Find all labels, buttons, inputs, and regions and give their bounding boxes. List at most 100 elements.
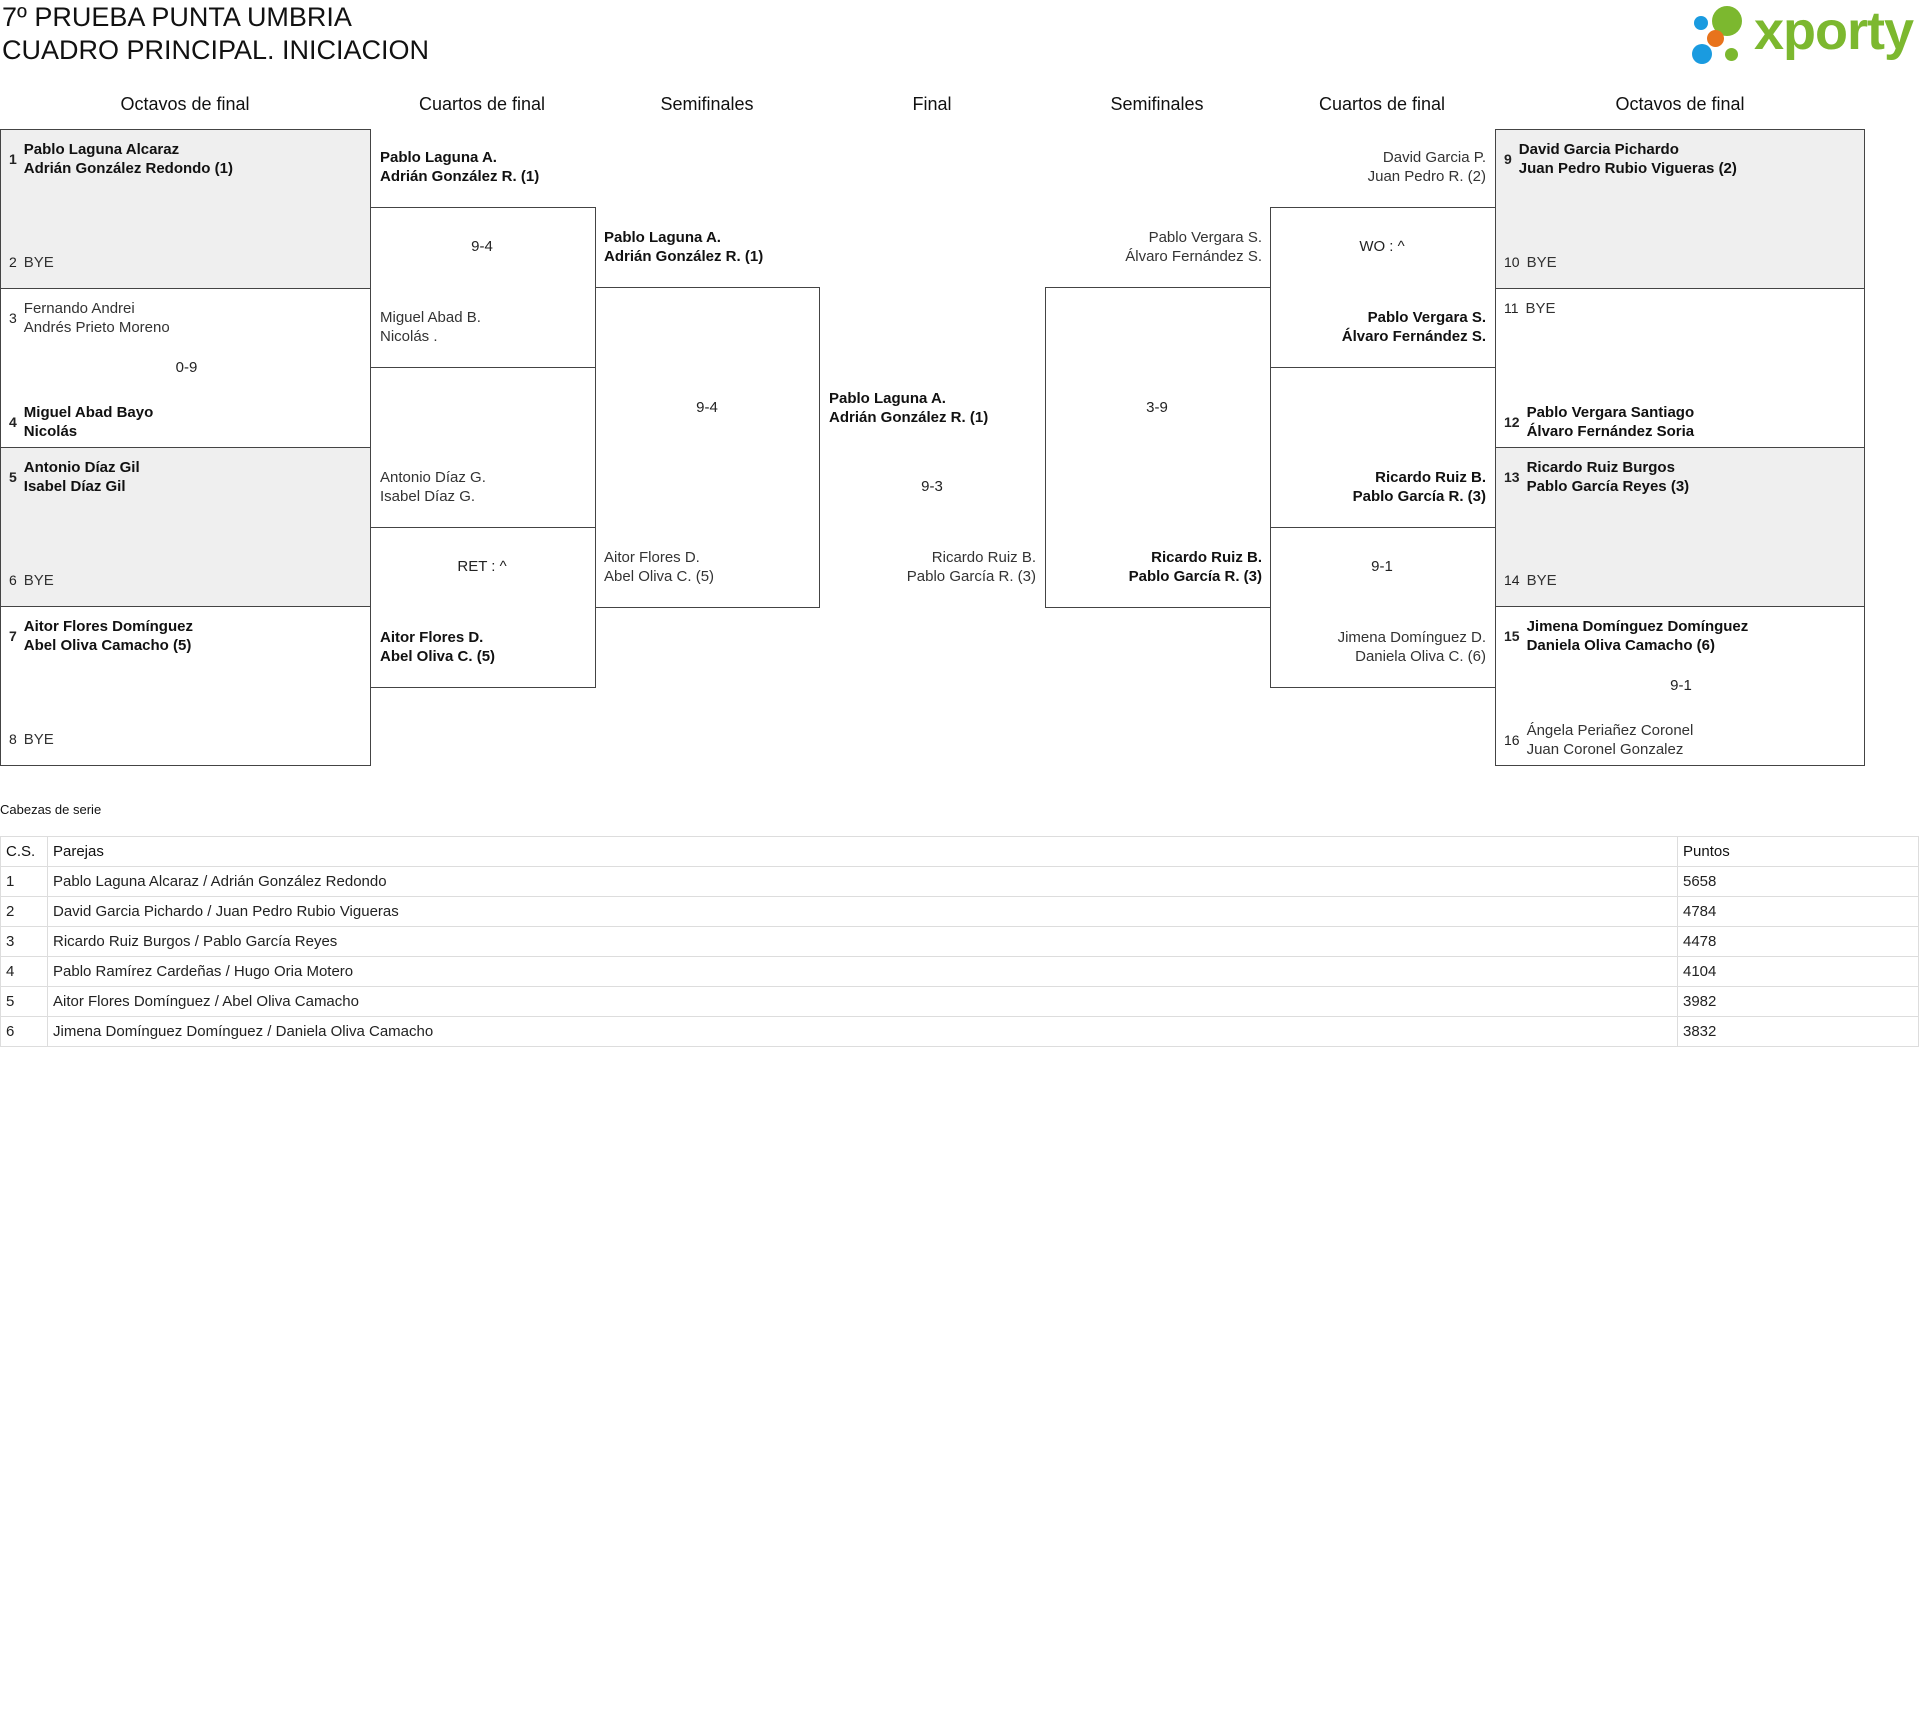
player-name: Fernando Andrei [23, 300, 135, 317]
team-entry[interactable]: 8 BYE [9, 730, 54, 749]
player-name: Jimena Domínguez D. [1337, 629, 1486, 646]
team-entry[interactable]: Jimena Domínguez D. Daniela Oliva C. (6) [1338, 628, 1486, 666]
seed-number: 4 [9, 413, 17, 430]
match-box[interactable]: 1 Pablo Laguna Alcaraz Adrián González Red… [0, 129, 371, 289]
team-entry[interactable]: 15 Jimena Domínguez Domínguez Daniela Oliv… [1504, 617, 1748, 655]
team-entry[interactable]: Ricardo Ruiz B. Pablo García R. (3) [1129, 548, 1262, 586]
round-header: Semifinales [660, 94, 754, 114]
seed-number: 8 [9, 731, 17, 747]
seed-number: 14 [1504, 572, 1520, 588]
team-entry[interactable]: 5 Antonio Díaz Gil Isabel Díaz Gil [9, 458, 140, 496]
team-entry[interactable]: 9 David Garcia Pichardo Juan Pedro Rubio V… [1504, 140, 1737, 178]
player-name: Nicolás [23, 423, 78, 440]
logo-dot-icon [1707, 30, 1724, 47]
team-names: Ángela Periañez Coronel Juan Coronel Gonz… [1527, 721, 1694, 759]
team-names: Jimena Domínguez Domínguez Daniela Oliva … [1527, 617, 1749, 655]
player-name: Pablo Laguna Alcaraz [23, 141, 180, 158]
logo-dot-icon [1725, 48, 1738, 61]
match-box[interactable]: 5 Antonio Díaz Gil Isabel Díaz Gil 6 BYE [0, 447, 371, 607]
team-entry[interactable]: 7 Aitor Flores Domínguez Abel Oliva Camach… [9, 617, 193, 655]
team-entry[interactable]: Ricardo Ruiz B. Pablo García R. (3) [907, 548, 1036, 586]
seed-number: 9 [1504, 150, 1512, 167]
match-score: 9-1 [1371, 558, 1393, 575]
team-entry[interactable]: Ricardo Ruiz B. Pablo García R. (3) [1353, 468, 1486, 506]
team-entry[interactable]: Pablo Vergara S. Álvaro Fernández S. [1342, 308, 1486, 346]
team-entry[interactable]: 2 BYE [9, 253, 54, 272]
player-name: BYE [23, 572, 54, 589]
seed-cell: 2 [0, 896, 48, 927]
seed-number: 12 [1504, 413, 1520, 430]
team-entry[interactable]: 14 BYE [1504, 571, 1557, 590]
team-entry[interactable]: 6 BYE [9, 571, 54, 590]
team-entry[interactable]: Aitor Flores D. Abel Oliva C. (5) [380, 628, 495, 666]
team-entry[interactable]: 4 Miguel Abad Bayo Nicolás [9, 403, 153, 441]
match-box[interactable]: 3 Fernando Andrei Andrés Prieto Moreno 4 Mig… [0, 288, 371, 448]
match-box[interactable]: 9 David Garcia Pichardo Juan Pedro Rubio V… [1495, 129, 1865, 289]
team-names: Pablo Vergara Santiago Álvaro Fernández S… [1527, 403, 1695, 441]
team-entry[interactable]: 11 BYE [1504, 299, 1556, 318]
team-entry[interactable]: 13 Ricardo Ruiz Burgos Pablo García Reyes … [1504, 458, 1689, 496]
player-name: Pablo Laguna A. [829, 390, 946, 407]
match-score: 9-1 [1670, 677, 1692, 694]
match-box[interactable]: 15 Jimena Domínguez Domínguez Daniela Oliv… [1495, 606, 1865, 766]
team-names: BYE [1527, 253, 1557, 272]
seed-number: 6 [9, 572, 17, 588]
player-name: Adrián González R. (1) [380, 168, 540, 185]
team-entry[interactable]: Pablo Laguna A. Adrián González R. (1) [604, 228, 763, 266]
seed-cell: 1 [0, 866, 48, 897]
player-name: Pablo García R. (3) [1128, 568, 1262, 585]
player-name: Pablo Vergara Santiago [1526, 404, 1695, 421]
pair-cell: David Garcia Pichardo / Juan Pedro Rubio… [47, 896, 1678, 927]
seed-number: 11 [1504, 300, 1519, 316]
table-row: 6 Jimena Domínguez Domínguez / Daniela Ol… [0, 1016, 1919, 1047]
logo-text: xporty [1754, 1, 1914, 61]
seeds-table: C.S. Parejas Puntos 1 Pablo Laguna Alcara… [0, 836, 1919, 1047]
player-name: Pablo Vergara S. [1367, 309, 1486, 326]
player-name: Adrián González Redondo (1) [23, 160, 233, 177]
team-names: BYE [1527, 571, 1557, 590]
seed-number: 13 [1504, 468, 1520, 485]
team-entry[interactable]: Miguel Abad B. Nicolás . [380, 308, 481, 346]
team-entry[interactable]: 16 Ángela Periañez Coronel Juan Coronel Go… [1504, 721, 1693, 759]
player-name: BYE [23, 731, 54, 748]
team-names: Ricardo Ruiz Burgos Pablo García Reyes (3… [1527, 458, 1690, 496]
team-entry[interactable]: Pablo Laguna A. Adrián González R. (1) [380, 148, 539, 186]
team-entry[interactable]: 10 BYE [1504, 253, 1557, 272]
team-entry[interactable]: 3 Fernando Andrei Andrés Prieto Moreno [9, 299, 170, 337]
player-name: BYE [1526, 572, 1557, 589]
team-entry[interactable]: 12 Pablo Vergara Santiago Álvaro Fernández… [1504, 403, 1694, 441]
player-name: Daniela Oliva C. (6) [1355, 648, 1486, 665]
match-box[interactable]: 13 Ricardo Ruiz Burgos Pablo García Reyes … [1495, 447, 1865, 607]
team-entry[interactable]: Aitor Flores D. Abel Oliva C. (5) [604, 548, 714, 586]
team-entry[interactable]: Pablo Laguna A. Adrián González R. (1) [829, 389, 988, 427]
player-name: Álvaro Fernández S. [1341, 328, 1486, 345]
seed-cell: 3 [0, 926, 48, 957]
seed-cell: 5 [0, 986, 48, 1017]
seed-number: 1 [9, 150, 17, 167]
column-header-pairs: Parejas [47, 836, 1678, 867]
points-cell: 3982 [1677, 986, 1919, 1017]
match-score: 3-9 [1146, 399, 1168, 416]
table-row: 2 David Garcia Pichardo / Juan Pedro Rubi… [0, 896, 1919, 927]
column-header-seed: C.S. [0, 836, 48, 867]
team-entry[interactable]: 1 Pablo Laguna Alcaraz Adrián González Red… [9, 140, 233, 178]
table-row: 3 Ricardo Ruiz Burgos / Pablo García Reye… [0, 926, 1919, 957]
seed-number: 10 [1504, 254, 1520, 270]
seed-number: 15 [1504, 627, 1520, 644]
player-name: Abel Oliva C. (5) [380, 648, 496, 665]
match-box[interactable]: 11 BYE 12 Pablo Vergara Santiago Álvaro Fern… [1495, 288, 1865, 448]
bracket-box [595, 287, 820, 608]
team-entry[interactable]: Antonio Díaz G. Isabel Díaz G. [380, 468, 486, 506]
seed-cell: 6 [0, 1016, 48, 1047]
team-entry[interactable]: Pablo Vergara S. Álvaro Fernández S. [1125, 228, 1262, 266]
table-row: 5 Aitor Flores Domínguez / Abel Oliva Cam… [0, 986, 1919, 1017]
player-name: Aitor Flores D. [604, 549, 700, 566]
xporty-logo[interactable]: xporty [1690, 1, 1915, 68]
match-score: RET : ^ [457, 558, 507, 575]
player-name: Ricardo Ruiz B. [1375, 469, 1486, 486]
team-entry[interactable]: David Garcia P. Juan Pedro R. (2) [1368, 148, 1486, 186]
points-cell: 4784 [1677, 896, 1919, 927]
match-box[interactable]: 7 Aitor Flores Domínguez Abel Oliva Camach… [0, 606, 371, 766]
logo-dot-icon [1692, 44, 1712, 64]
player-name: Abel Oliva Camacho (5) [23, 637, 192, 654]
